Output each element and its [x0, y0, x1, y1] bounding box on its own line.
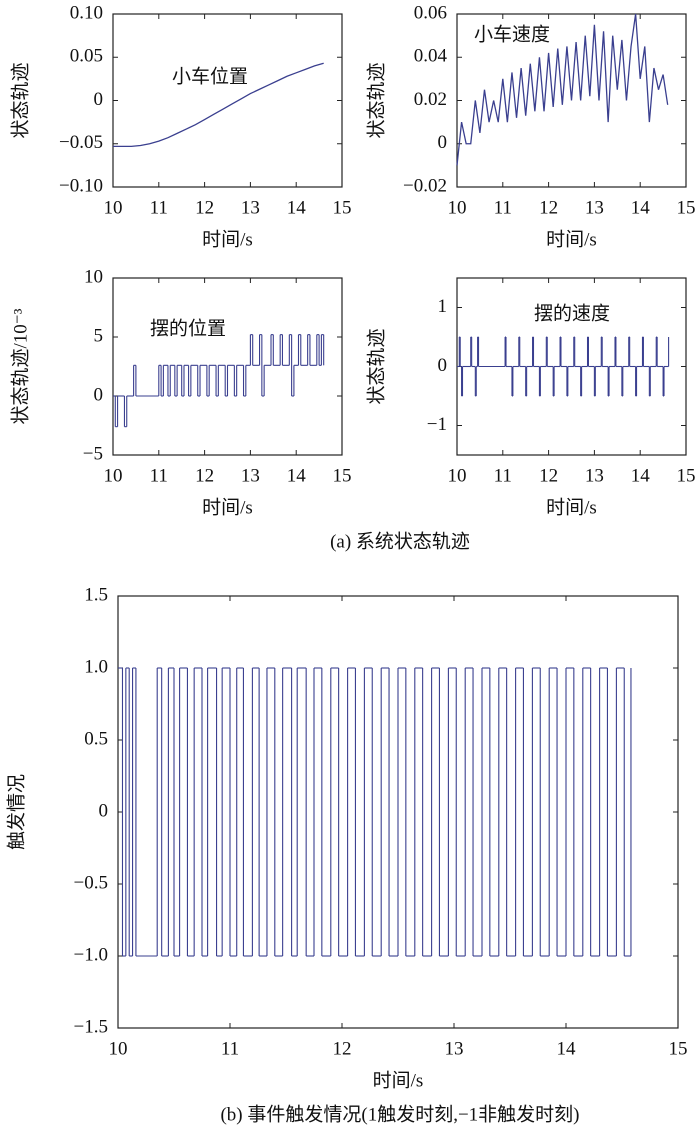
y-tick-label: 0.10: [70, 2, 103, 23]
y-tick-label: −0.05: [59, 132, 103, 153]
x-tick-label: 10: [109, 1038, 128, 1059]
x-tick-label: 11: [221, 1038, 239, 1059]
annotation: 小车位置: [172, 65, 248, 87]
y-tick-label: 1.5: [84, 584, 108, 605]
x-tick-label: 10: [104, 465, 123, 486]
x-tick-label: 10: [104, 197, 123, 218]
y-tick-label: 0: [94, 89, 104, 110]
y-tick-label: −0.02: [403, 175, 447, 196]
x-tick-label: 11: [150, 465, 168, 486]
y-tick-label: 0: [99, 800, 109, 821]
subplot: 10 11 12 13 14 15 1.5 1.0 0.5 0 −0.5 −1.0 −1.5 时间/s 触发…: [5, 584, 687, 1091]
y-tick-label: −1.5: [74, 1016, 108, 1037]
x-axis-label: 时间/s: [202, 228, 253, 250]
caption: (a) 系统状态轨迹: [330, 530, 470, 552]
caption: (b) 事件触发情况(1触发时刻,−1非触发时刻): [220, 1103, 579, 1125]
x-tick-label: 15: [677, 197, 696, 218]
x-tick-label: 13: [241, 465, 260, 486]
y-tick-label: 0.06: [414, 2, 447, 23]
y-tick-label: 0.04: [414, 46, 448, 67]
y-tick-label: 0: [438, 355, 448, 376]
x-axis-label: 时间/s: [202, 496, 253, 518]
plot-frame: [112, 13, 343, 188]
y-tick-label: 5: [94, 325, 104, 346]
data-line: [113, 62, 324, 147]
y-axis-label: 状态轨迹: [365, 328, 387, 404]
x-tick-label: 15: [669, 1038, 688, 1059]
annotation: 摆的速度: [534, 302, 610, 324]
x-axis-label: 时间/s: [546, 496, 597, 518]
x-axis-label: 时间/s: [546, 228, 597, 250]
y-tick-label: 0: [94, 384, 104, 405]
y-axis-label: 状态轨迹: [9, 62, 31, 138]
data-line: [456, 13, 669, 166]
subplot: 10 11 12 13 14 15 0.10 0.05 0 −0.05 −0.10 时间/s 状态轨迹 小…: [9, 2, 351, 250]
x-tick-label: 12: [539, 197, 558, 218]
plot-frame: [112, 277, 343, 456]
annotation: 小车速度: [474, 23, 550, 45]
x-tick-label: 13: [445, 1038, 464, 1059]
y-axis-label: 状态轨迹: [365, 62, 387, 138]
x-tick-label: 10: [448, 465, 467, 486]
x-tick-label: 15: [677, 465, 696, 486]
y-tick-label: 0.02: [414, 89, 447, 110]
y-tick-label: −0.5: [74, 872, 108, 893]
y-tick-label: −0.10: [59, 175, 103, 196]
x-tick-label: 15: [333, 197, 352, 218]
x-tick-label: 10: [448, 197, 467, 218]
y-tick-label: 0: [438, 132, 448, 153]
y-tick-label: 10: [84, 266, 103, 287]
y-tick-label: −1.0: [74, 944, 108, 965]
y-axis-label: 状态轨迹/10⁻³: [9, 308, 31, 424]
x-tick-label: 11: [150, 197, 168, 218]
x-tick-label: 13: [585, 197, 604, 218]
subplot: 10 11 12 13 14 15 0.06 0.04 0.02 0 −0.02 时间/s 状态轨迹 小车…: [365, 2, 695, 250]
y-tick-label: 1.0: [84, 656, 108, 677]
x-tick-label: 12: [195, 465, 214, 486]
y-tick-label: −1: [427, 414, 447, 435]
x-tick-label: 12: [195, 197, 214, 218]
x-tick-label: 12: [539, 465, 558, 486]
y-tick-label: −5: [83, 443, 103, 464]
x-tick-label: 14: [631, 465, 651, 486]
x-tick-label: 11: [494, 197, 512, 218]
plot-frame: [456, 13, 687, 188]
y-axis-label: 触发情况: [5, 774, 27, 850]
x-tick-label: 14: [287, 197, 307, 218]
y-tick-label: 0.05: [70, 46, 103, 67]
x-tick-label: 14: [631, 197, 651, 218]
x-tick-label: 15: [333, 465, 352, 486]
plot-frame: [117, 595, 679, 1029]
x-axis-label: 时间/s: [373, 1069, 424, 1091]
x-tick-label: 14: [287, 465, 307, 486]
subplot: 10 11 12 13 14 15 10 5 0 −5 时间/s 状态轨迹/10⁻³ 摆的位置: [9, 266, 351, 518]
y-tick-label: 1: [438, 296, 448, 317]
x-tick-label: 12: [333, 1038, 352, 1059]
x-tick-label: 13: [585, 465, 604, 486]
annotation: 摆的位置: [150, 317, 226, 339]
x-tick-label: 14: [557, 1038, 577, 1059]
y-tick-label: 0.5: [84, 728, 108, 749]
x-tick-label: 11: [494, 465, 512, 486]
x-tick-label: 13: [241, 197, 260, 218]
